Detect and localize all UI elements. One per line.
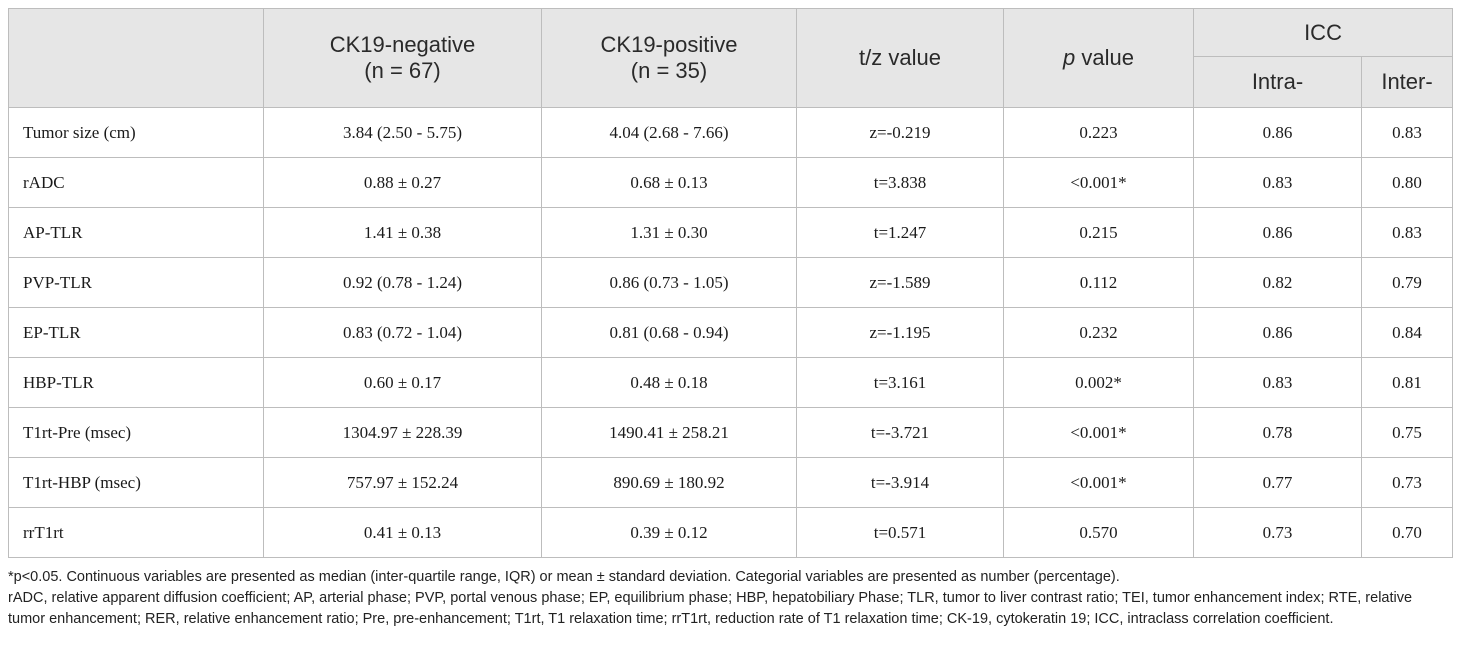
cell-icc-inter: 0.73 (1360, 457, 1454, 508)
cell-p-value: 0.232 (1003, 307, 1194, 358)
header-tz-value: t/z value (796, 8, 1004, 108)
cell-tz-value: z=-1.195 (796, 307, 1004, 358)
cell-ck19-negative: 0.83 (0.72 - 1.04) (263, 307, 542, 358)
cell-tz-value: t=3.161 (796, 357, 1004, 408)
header-p-rest: value (1075, 45, 1134, 70)
cell-ck19-negative: 0.88 ± 0.27 (263, 157, 542, 208)
table-row: Tumor size (cm) 3.84 (2.50 - 5.75) 4.04 (2… (8, 107, 1454, 158)
cell-icc-intra: 0.78 (1193, 407, 1362, 458)
cell-icc-inter: 0.70 (1360, 507, 1454, 558)
cell-p-value: <0.001* (1003, 157, 1194, 208)
results-table: CK19-negative (n = 67) CK19-positive (n … (8, 8, 1454, 558)
cell-tz-value: z=-0.219 (796, 107, 1004, 158)
cell-icc-inter: 0.83 (1360, 107, 1454, 158)
cell-p-value: 0.112 (1003, 257, 1194, 308)
header-p-italic: p (1063, 45, 1076, 70)
cell-icc-intra: 0.86 (1193, 107, 1362, 158)
header-ck19-negative-n: (n = 67) (364, 58, 441, 83)
cell-ck19-positive: 0.39 ± 0.12 (541, 507, 797, 558)
cell-icc-inter: 0.79 (1360, 257, 1454, 308)
cell-p-value: 0.570 (1003, 507, 1194, 558)
cell-ck19-positive: 0.68 ± 0.13 (541, 157, 797, 208)
footnote-significance: *p<0.05. Continuous variables are presen… (8, 569, 1120, 585)
cell-ck19-negative: 3.84 (2.50 - 5.75) (263, 107, 542, 158)
cell-ck19-positive: 1490.41 ± 258.21 (541, 407, 797, 458)
cell-ck19-positive: 1.31 ± 0.30 (541, 207, 797, 258)
cell-variable: T1rt-Pre (msec) (8, 407, 264, 458)
header-variable (8, 8, 264, 108)
cell-ck19-positive: 0.81 (0.68 - 0.94) (541, 307, 797, 358)
cell-variable: rrT1rt (8, 507, 264, 558)
cell-icc-inter: 0.81 (1360, 357, 1454, 408)
cell-ck19-negative: 1304.97 ± 228.39 (263, 407, 542, 458)
cell-tz-value: z=-1.589 (796, 257, 1004, 308)
table-row: PVP-TLR 0.92 (0.78 - 1.24) 0.86 (0.73 - 1.… (8, 257, 1454, 308)
cell-icc-inter: 0.75 (1360, 407, 1454, 458)
cell-icc-inter: 0.83 (1360, 207, 1454, 258)
cell-icc-intra: 0.77 (1193, 457, 1362, 508)
header-icc-intra: Intra- (1193, 56, 1362, 108)
cell-ck19-negative: 0.92 (0.78 - 1.24) (263, 257, 542, 308)
table-container: CK19-negative (n = 67) CK19-positive (n … (8, 8, 1454, 558)
cell-ck19-positive: 890.69 ± 180.92 (541, 457, 797, 508)
cell-variable: HBP-TLR (8, 357, 264, 408)
cell-tz-value: t=1.247 (796, 207, 1004, 258)
header-p-value: p value (1003, 8, 1194, 108)
header-ck19-positive: CK19-positive (n = 35) (541, 8, 797, 108)
cell-icc-intra: 0.83 (1193, 157, 1362, 208)
table-row: rrT1rt 0.41 ± 0.13 0.39 ± 0.12 t=0.571 0.570… (8, 507, 1454, 558)
table-header: CK19-negative (n = 67) CK19-positive (n … (8, 8, 1454, 108)
cell-ck19-positive: 4.04 (2.68 - 7.66) (541, 107, 797, 158)
table-row: AP-TLR 1.41 ± 0.38 1.31 ± 0.30 t=1.247 0.215… (8, 207, 1454, 258)
cell-p-value: 0.002* (1003, 357, 1194, 408)
cell-p-value: <0.001* (1003, 407, 1194, 458)
table-body: Tumor size (cm) 3.84 (2.50 - 5.75) 4.04 (2… (8, 107, 1454, 558)
cell-variable: AP-TLR (8, 207, 264, 258)
cell-tz-value: t=0.571 (796, 507, 1004, 558)
cell-ck19-negative: 1.41 ± 0.38 (263, 207, 542, 258)
cell-p-value: 0.215 (1003, 207, 1194, 258)
header-icc: ICC (1192, 8, 1454, 57)
cell-icc-inter: 0.84 (1360, 307, 1454, 358)
header-ck19-positive-n: (n = 35) (630, 58, 708, 83)
table-row: T1rt-HBP (msec) 757.97 ± 152.24 890.69 ± 1… (8, 457, 1454, 508)
cell-icc-intra: 0.86 (1193, 307, 1362, 358)
cell-ck19-positive: 0.48 ± 0.18 (541, 357, 797, 408)
cell-tz-value: t=-3.721 (796, 407, 1004, 458)
cell-variable: T1rt-HBP (msec) (8, 457, 264, 508)
cell-ck19-positive: 0.86 (0.73 - 1.05) (541, 257, 797, 308)
table-row: HBP-TLR 0.60 ± 0.17 0.48 ± 0.18 t=3.161 0.00… (8, 357, 1454, 408)
table-row: EP-TLR 0.83 (0.72 - 1.04) 0.81 (0.68 - 0.9… (8, 307, 1454, 358)
table-row: T1rt-Pre (msec) 1304.97 ± 228.39 1490.41 ±… (8, 407, 1454, 458)
cell-variable: PVP-TLR (8, 257, 264, 308)
table-footnote: *p<0.05. Continuous variables are presen… (8, 567, 1452, 630)
cell-ck19-negative: 757.97 ± 152.24 (263, 457, 542, 508)
cell-variable: EP-TLR (8, 307, 264, 358)
header-icc-inter: Inter- (1360, 56, 1454, 108)
header-ck19-positive-label: CK19-positive (600, 32, 738, 57)
cell-tz-value: t=3.838 (796, 157, 1004, 208)
cell-p-value: 0.223 (1003, 107, 1194, 158)
cell-ck19-negative: 0.41 ± 0.13 (263, 507, 542, 558)
cell-variable: rADC (8, 157, 264, 208)
cell-icc-intra: 0.86 (1193, 207, 1362, 258)
cell-p-value: <0.001* (1003, 457, 1194, 508)
table-row: rADC 0.88 ± 0.27 0.68 ± 0.13 t=3.838 <0.001*… (8, 157, 1454, 208)
header-ck19-negative-label: CK19-negative (329, 32, 476, 57)
cell-ck19-negative: 0.60 ± 0.17 (263, 357, 542, 408)
cell-icc-intra: 0.73 (1193, 507, 1362, 558)
header-ck19-negative: CK19-negative (n = 67) (263, 8, 542, 108)
cell-icc-inter: 0.80 (1360, 157, 1454, 208)
cell-variable: Tumor size (cm) (8, 107, 264, 158)
cell-tz-value: t=-3.914 (796, 457, 1004, 508)
footnote-abbreviations: rADC, relative apparent diffusion coeffi… (8, 590, 1413, 627)
cell-icc-intra: 0.82 (1193, 257, 1362, 308)
cell-icc-intra: 0.83 (1193, 357, 1362, 408)
